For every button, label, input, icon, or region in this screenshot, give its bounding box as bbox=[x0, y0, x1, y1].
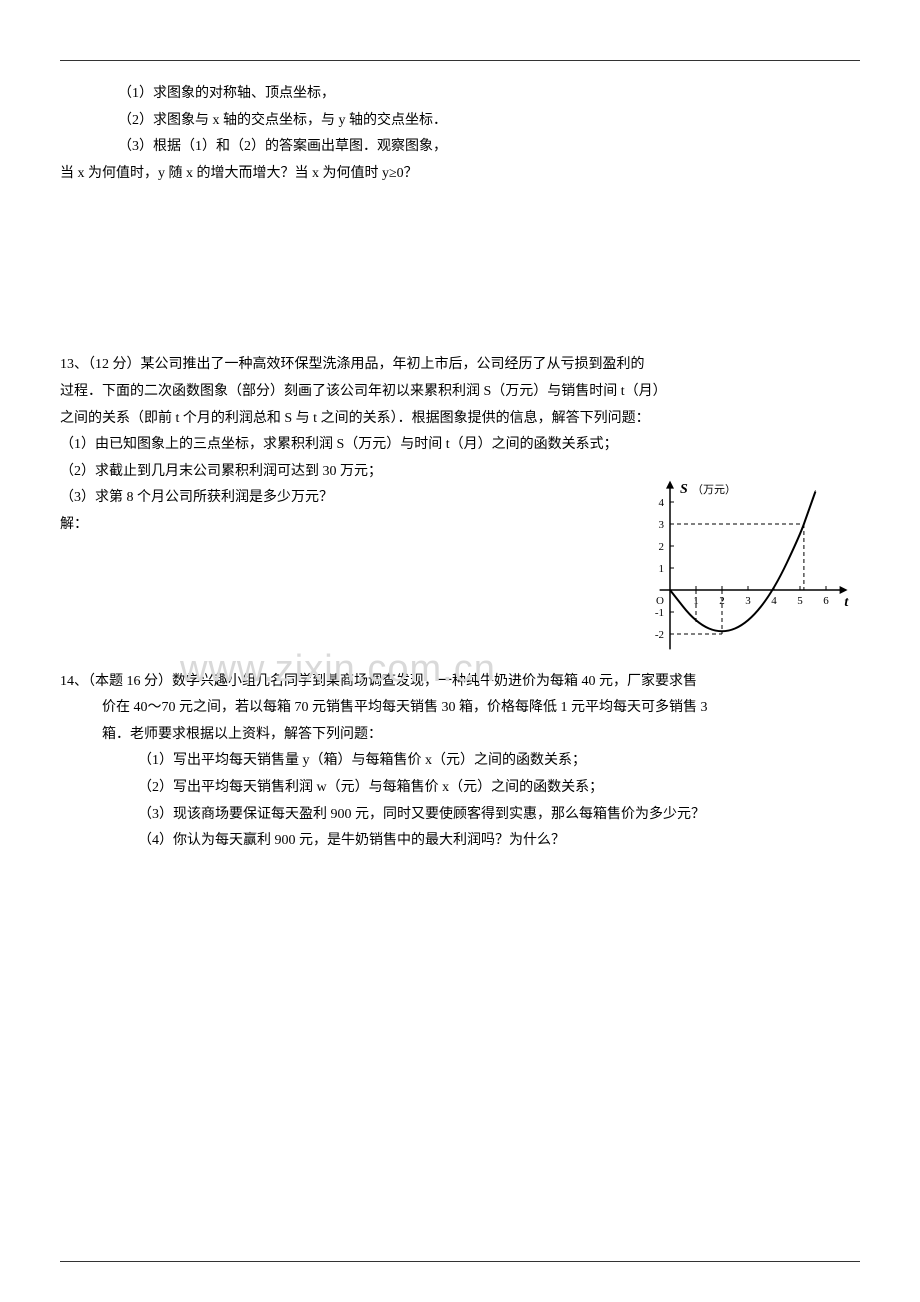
q14-s3: （3）现该商场要保证每天盈利 900 元，同时又要使顾客得到实惠，那么每箱售价为… bbox=[60, 802, 860, 829]
q13-l3: 之间的关系（即前 t 个月的利润总和 S 与 t 之间的关系）．根据图象提供的信… bbox=[60, 406, 860, 433]
q14-s4: （4）你认为每天赢利 900 元，是牛奶销售中的最大利润吗？为什么？ bbox=[60, 828, 860, 855]
chart-svg: 4321-1-2123456OS（万元）t（月） bbox=[632, 452, 862, 682]
q13-head: 13、（12 分）某公司推出了一种高效环保型洗涤用品，年初上市后，公司经历了从亏… bbox=[60, 352, 860, 379]
svg-text:（月）: （月） bbox=[854, 596, 862, 609]
svg-text:2: 2 bbox=[659, 541, 665, 553]
q12-line1: （1）求图象的对称轴、顶点坐标， bbox=[60, 81, 860, 108]
svg-text:（万元）: （万元） bbox=[692, 483, 736, 496]
q12-line4: 当 x 为何值时，y 随 x 的增大而增大？当 x 为何值时 y≥0？ bbox=[60, 161, 860, 188]
svg-text:6: 6 bbox=[823, 595, 829, 607]
svg-text:3: 3 bbox=[659, 519, 665, 531]
svg-text:O: O bbox=[656, 595, 664, 607]
profit-chart: 4321-1-2123456OS（万元）t（月） bbox=[632, 452, 862, 682]
q12-line2: （2）求图象与 x 轴的交点坐标，与 y 轴的交点坐标． bbox=[60, 108, 860, 135]
q14-l3: 箱．老师要求根据以上资料，解答下列问题： bbox=[60, 722, 860, 749]
svg-text:-2: -2 bbox=[655, 629, 664, 641]
svg-text:t: t bbox=[844, 595, 849, 610]
q14-s1: （1）写出平均每天销售量 y（箱）与每箱售价 x（元）之间的函数关系； bbox=[60, 748, 860, 775]
svg-text:-1: -1 bbox=[655, 607, 664, 619]
q13-l2: 过程．下面的二次函数图象（部分）刻画了该公司年初以来累积利润 S（万元）与销售时… bbox=[60, 379, 860, 406]
q14-l2: 价在 40～70 元之间，若以每箱 70 元销售平均每天销售 30 箱，价格每降… bbox=[60, 695, 860, 722]
svg-text:4: 4 bbox=[771, 595, 777, 607]
svg-text:4: 4 bbox=[659, 497, 665, 509]
svg-text:5: 5 bbox=[797, 595, 803, 607]
svg-text:S: S bbox=[680, 482, 688, 497]
svg-text:1: 1 bbox=[659, 563, 665, 575]
q12-line3: （3）根据（1）和（2）的答案画出草图．观察图象， bbox=[60, 134, 860, 161]
q14-s2: （2）写出平均每天销售利润 w（元）与每箱售价 x（元）之间的函数关系； bbox=[60, 775, 860, 802]
svg-text:3: 3 bbox=[745, 595, 751, 607]
